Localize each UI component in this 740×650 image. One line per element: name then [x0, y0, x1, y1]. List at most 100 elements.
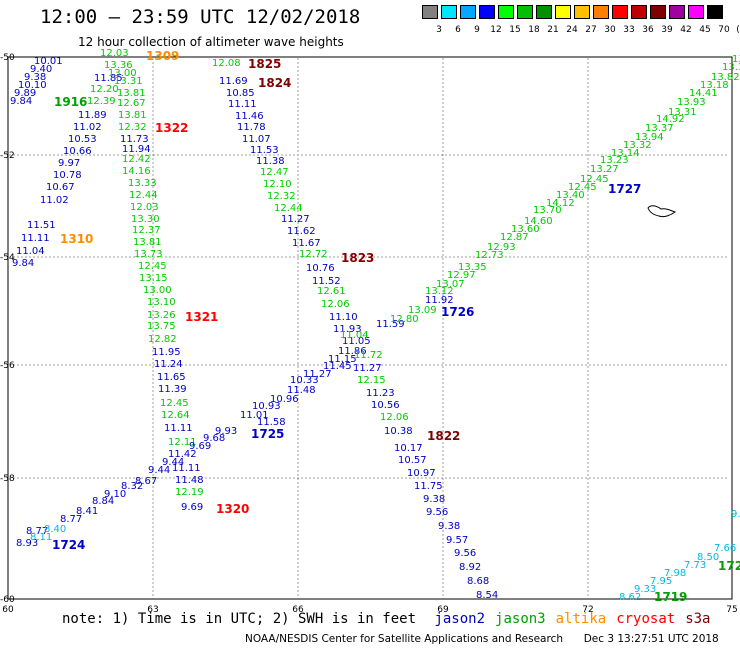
- grid-dot: [587, 330, 589, 332]
- grid-dot: [609, 56, 611, 58]
- grid-dot: [587, 402, 589, 404]
- wave-height-value: 13.82: [711, 72, 740, 83]
- grid-dot: [297, 122, 299, 124]
- grid-dot: [233, 598, 235, 600]
- grid-dot: [517, 154, 519, 156]
- grid-dot: [442, 250, 444, 252]
- grid-dot: [152, 350, 154, 352]
- grid-dot: [153, 598, 155, 600]
- grid-dot: [442, 306, 444, 308]
- grid-dot: [152, 214, 154, 216]
- grid-dot: [587, 258, 589, 260]
- grid-dot: [709, 56, 711, 58]
- grid-dot: [233, 56, 235, 58]
- scale-swatch: [631, 5, 647, 19]
- grid-dot: [297, 274, 299, 276]
- grid-dot: [442, 362, 444, 364]
- grid-dot: [489, 477, 491, 479]
- grid-dot: [97, 154, 99, 156]
- grid-dot: [289, 598, 291, 600]
- grid-dot: [217, 56, 219, 58]
- grid-dot: [731, 326, 733, 328]
- wave-height-value: 9.38: [24, 72, 46, 83]
- grid-dot: [587, 374, 589, 376]
- wave-height-value: 11.75: [414, 481, 443, 492]
- grid-dot: [97, 56, 99, 58]
- scale-label: 33: [623, 25, 635, 35]
- grid-dot: [297, 382, 299, 384]
- grid-dot: [297, 342, 299, 344]
- grid-dot: [7, 454, 9, 456]
- grid-dot: [73, 598, 75, 600]
- grid-lines: [7, 56, 733, 600]
- grid-dot: [649, 56, 651, 58]
- grid-dot: [442, 454, 444, 456]
- grid-dot: [152, 578, 154, 580]
- grid-dot: [161, 256, 163, 258]
- grid-dot: [731, 398, 733, 400]
- grid-dot: [731, 470, 733, 472]
- grid-dot: [7, 258, 9, 260]
- grid-dot: [152, 422, 154, 424]
- grid-dot: [442, 490, 444, 492]
- grid-dot: [425, 256, 427, 258]
- grid-dot: [442, 486, 444, 488]
- grid-dot: [731, 382, 733, 384]
- grid-dot: [217, 477, 219, 479]
- grid-dot: [57, 154, 59, 156]
- grid-dot: [617, 364, 619, 366]
- grid-dot: [305, 364, 307, 366]
- grid-dot: [13, 56, 15, 58]
- grid-dot: [7, 234, 9, 236]
- grid-dot: [152, 266, 154, 268]
- lat-tick-label: -56: [0, 361, 15, 371]
- grid-dot: [152, 74, 154, 76]
- grid-dot: [587, 454, 589, 456]
- grid-dot: [405, 598, 407, 600]
- grid-dot: [77, 256, 79, 258]
- grid-dot: [442, 402, 444, 404]
- grid-dot: [587, 82, 589, 84]
- grid-dot: [89, 364, 91, 366]
- legend-cryosat: cryosat: [616, 611, 676, 627]
- grid-dot: [442, 438, 444, 440]
- grid-dot: [77, 56, 79, 58]
- wave-height-value: 8.84: [92, 496, 114, 507]
- wave-height-value: 13.26: [147, 310, 176, 321]
- grid-dot: [731, 206, 733, 208]
- grid-dot: [7, 410, 9, 412]
- grid-dot: [587, 174, 589, 176]
- grid-dot: [533, 364, 535, 366]
- grid-dot: [145, 154, 147, 156]
- grid-dot: [425, 364, 427, 366]
- grid-dot: [442, 590, 444, 592]
- grid-dot: [442, 90, 444, 92]
- grid-dot: [445, 598, 447, 600]
- grid-dot: [477, 598, 479, 600]
- grid-dot: [117, 598, 119, 600]
- grid-dot: [561, 477, 563, 479]
- grid-dot: [442, 430, 444, 432]
- grid-dot: [442, 370, 444, 372]
- grid-dot: [345, 256, 347, 258]
- wave-height-value: 12.11: [168, 437, 197, 448]
- grid-dot: [269, 598, 271, 600]
- grid-dot: [297, 330, 299, 332]
- grid-dot: [449, 598, 451, 600]
- grid-dot: [685, 154, 687, 156]
- wave-height-value: 11.78: [237, 122, 266, 133]
- grid-dot: [313, 56, 315, 58]
- grid-dot: [7, 270, 9, 272]
- grid-dot: [17, 154, 19, 156]
- grid-dot: [33, 598, 35, 600]
- grid-dot: [709, 364, 711, 366]
- grid-dot: [609, 598, 611, 600]
- grid-dot: [429, 364, 431, 366]
- grid-dot: [121, 56, 123, 58]
- grid-dot: [345, 477, 347, 479]
- grid-dot: [313, 364, 315, 366]
- grid-dot: [517, 477, 519, 479]
- grid-dot: [269, 56, 271, 58]
- grid-dot: [587, 470, 589, 472]
- grid-dot: [152, 406, 154, 408]
